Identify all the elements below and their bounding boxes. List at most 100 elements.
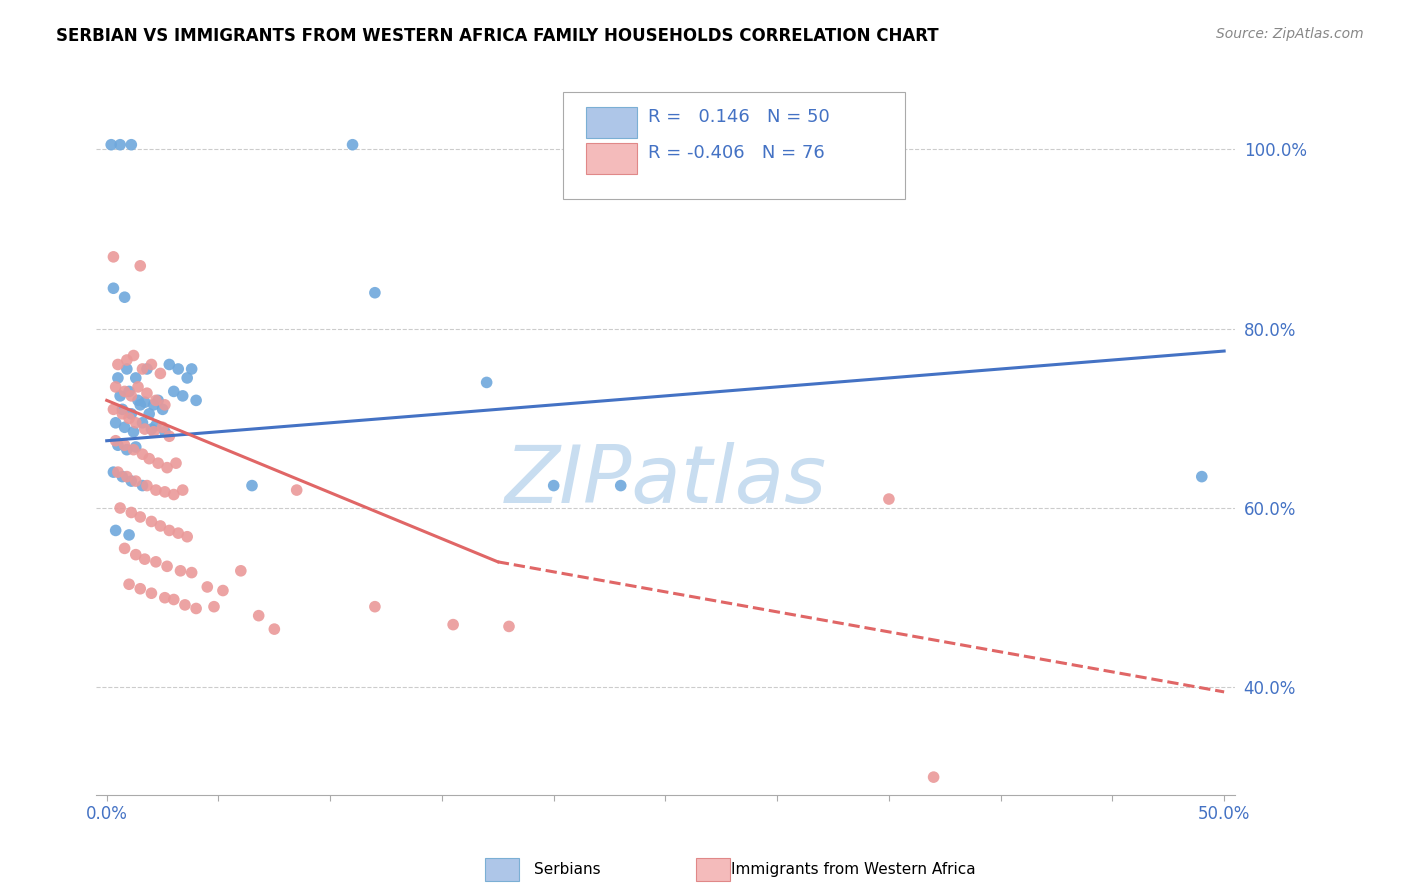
Point (125, 548, 148, 562)
Point (149, 519, 172, 533)
Point (543, 478, 565, 492)
Point (922, 770, 945, 784)
Point (120, 506, 142, 520)
Point (1191, 469, 1213, 483)
Point (285, 483, 308, 497)
Point (118, 577, 141, 591)
Point (103, 402, 125, 417)
Text: Serbians: Serbians (534, 863, 600, 877)
Point (120, 137, 142, 152)
Point (145, 483, 167, 497)
Point (165, 456, 187, 470)
Point (157, 524, 180, 538)
Point (163, 592, 186, 607)
Point (152, 402, 174, 417)
Point (141, 422, 163, 436)
Point (115, 353, 138, 368)
Point (131, 416, 153, 430)
Point (125, 416, 148, 430)
Point (114, 438, 136, 452)
Point (111, 469, 134, 483)
FancyBboxPatch shape (586, 107, 637, 138)
Point (153, 425, 176, 439)
Point (146, 456, 169, 470)
Point (184, 393, 207, 408)
Text: ZIPatlas: ZIPatlas (505, 442, 827, 520)
Point (111, 407, 134, 421)
Point (103, 281, 125, 295)
Point (122, 349, 145, 363)
Point (125, 371, 148, 385)
Point (163, 384, 186, 399)
Point (122, 425, 145, 439)
Point (100, 137, 122, 152)
Point (107, 465, 129, 479)
Point (103, 465, 125, 479)
Point (118, 411, 141, 425)
Point (342, 137, 364, 152)
Point (115, 469, 138, 483)
Point (153, 484, 176, 499)
Point (240, 478, 263, 492)
Point (120, 407, 142, 421)
Point (129, 582, 152, 596)
Point (157, 429, 180, 443)
Point (172, 483, 194, 497)
Point (156, 559, 179, 574)
Point (167, 362, 190, 376)
Point (108, 389, 131, 403)
Point (131, 362, 153, 376)
Point (145, 555, 167, 569)
Point (441, 617, 464, 632)
Point (141, 586, 163, 600)
Point (114, 290, 136, 304)
Point (125, 474, 148, 488)
Point (195, 580, 218, 594)
Point (103, 250, 125, 264)
Point (134, 395, 156, 409)
Point (104, 434, 127, 448)
Point (134, 552, 156, 566)
Text: Source: ZipAtlas.com: Source: ZipAtlas.com (1216, 27, 1364, 41)
Point (174, 598, 197, 612)
Point (111, 402, 134, 417)
Point (122, 442, 145, 457)
Point (107, 438, 129, 452)
Point (157, 358, 180, 372)
Point (114, 384, 136, 399)
Point (145, 393, 167, 408)
Point (115, 362, 138, 376)
Point (107, 358, 129, 372)
Point (141, 515, 163, 529)
Point (127, 393, 149, 408)
FancyBboxPatch shape (586, 143, 637, 174)
Point (114, 420, 136, 434)
FancyBboxPatch shape (562, 92, 905, 200)
Point (142, 398, 165, 412)
Point (176, 371, 198, 385)
Point (114, 541, 136, 556)
Point (212, 583, 235, 598)
Text: SERBIAN VS IMMIGRANTS FROM WESTERN AFRICA FAMILY HOUSEHOLDS CORRELATION CHART: SERBIAN VS IMMIGRANTS FROM WESTERN AFRIC… (56, 27, 939, 45)
Point (129, 510, 152, 524)
Point (108, 501, 131, 516)
Point (115, 442, 138, 457)
Point (169, 564, 191, 578)
Text: R = -0.406   N = 76: R = -0.406 N = 76 (648, 145, 825, 162)
Point (180, 362, 202, 376)
Point (120, 474, 142, 488)
Point (129, 398, 152, 412)
Point (229, 564, 252, 578)
Point (138, 407, 160, 421)
Point (127, 380, 149, 394)
Point (146, 393, 169, 408)
Point (107, 371, 129, 385)
Point (163, 487, 186, 501)
Point (152, 420, 174, 434)
Point (104, 380, 127, 394)
Point (153, 591, 176, 605)
Point (141, 358, 163, 372)
Point (118, 528, 141, 542)
Point (609, 478, 631, 492)
Point (364, 599, 387, 614)
